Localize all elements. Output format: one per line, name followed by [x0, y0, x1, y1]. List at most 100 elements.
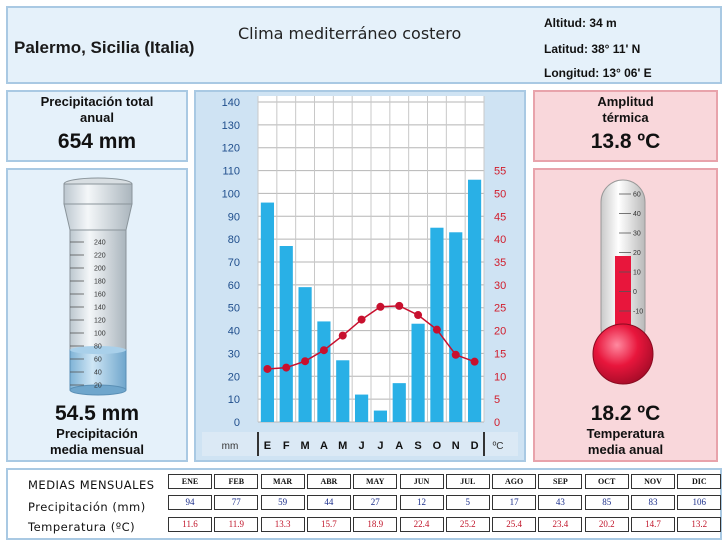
- amplitude-label-2: térmica: [602, 110, 649, 125]
- climate-type: Clima mediterráneo costero: [238, 24, 462, 43]
- temp-cell: 25.4: [492, 517, 537, 532]
- precipitation-bar: [298, 287, 312, 422]
- precip-cell: 106: [677, 495, 722, 510]
- left-tick-label: 20: [228, 371, 240, 383]
- thermometer-tick-label: 40: [633, 211, 641, 218]
- precipitation-bar: [336, 360, 350, 422]
- cylinder-tick-label: 120: [94, 318, 106, 325]
- right-tick-label: 5: [494, 394, 500, 406]
- month-label: J: [377, 440, 383, 452]
- precipitation-bar: [467, 179, 482, 422]
- precip-cell: 5: [445, 495, 490, 510]
- monthly-means-table: MEDIAS MENSUALES Precipitación (mm) Temp…: [6, 468, 722, 540]
- temp-cell: 20.2: [584, 517, 629, 532]
- temperature-point: [357, 315, 366, 324]
- precipitation-bar: [354, 394, 369, 422]
- cylinder-tick-label: 180: [94, 279, 106, 286]
- cylinder-tick-label: 40: [94, 370, 102, 377]
- month-label: E: [264, 440, 271, 452]
- total-precipitation-panel: Precipitación total anual 654 mm: [6, 90, 188, 162]
- month-header-cell: AGO: [492, 474, 537, 489]
- month-header-cell: MAR: [260, 474, 305, 489]
- left-tick-label: 110: [222, 166, 240, 178]
- cylinder-tick-label: 80: [94, 344, 102, 351]
- right-tick-label: 40: [494, 234, 506, 246]
- temperature-point: [470, 357, 479, 366]
- annual-temp-value: 18.2 ºC: [590, 402, 661, 425]
- table-title: MEDIAS MENSUALES: [28, 478, 155, 492]
- precip-cell: 44: [306, 495, 351, 510]
- thermometer-tick-label: 10: [633, 270, 641, 277]
- precipitation-bar: [373, 410, 388, 422]
- month-header-cell: JUL: [445, 474, 490, 489]
- temp-cell: 14.7: [631, 517, 675, 532]
- left-tick-label: 130: [222, 120, 240, 132]
- month-header-cell: JUN: [399, 474, 444, 489]
- cylinder-tick-label: 220: [94, 253, 106, 260]
- amplitude-panel: Amplitud térmica 13.8 ºC: [533, 90, 718, 162]
- header-panel: Palermo, Sicilia (Italia) Clima mediterr…: [6, 6, 722, 84]
- table-precip-label: Precipitación (mm): [28, 500, 146, 514]
- right-tick-label: 50: [494, 188, 506, 200]
- precip-cell: 83: [631, 495, 675, 510]
- table-temp-label: Temperatura (ºC): [28, 520, 136, 534]
- temperature-point: [263, 364, 272, 373]
- temperature-point: [451, 350, 460, 359]
- temp-cell: 15.7: [306, 517, 351, 532]
- temperature-point: [338, 331, 347, 340]
- left-tick-label: 90: [228, 211, 240, 223]
- climograph-panel: 0 10 20 30 40 50 60 70 80 90 100 110 120 130 140 0 5 10 15…: [194, 90, 526, 462]
- left-tick-label: 30: [228, 348, 240, 360]
- thermometer-icon: 60 40 30 20 10 0 -10: [592, 179, 654, 385]
- month-header-cell: SEP: [538, 474, 583, 489]
- month-label: M: [338, 440, 347, 452]
- amplitude-value: 13.8 ºC: [590, 130, 661, 153]
- cylinder-tick-label: 100: [94, 331, 106, 338]
- temp-cell: 25.2: [445, 517, 490, 532]
- month-label: A: [320, 440, 328, 452]
- month-header-cell: ABR: [306, 474, 351, 489]
- total-precip-label-1: Precipitación total: [40, 94, 154, 109]
- month-label: F: [283, 440, 290, 452]
- monthly-precip-label-2: media mensual: [50, 442, 144, 457]
- thermometer-tick-label: 30: [633, 231, 641, 238]
- precipitation-bar: [279, 246, 293, 422]
- left-tick-label: 60: [228, 280, 240, 292]
- cylinder-tick-label: 60: [94, 357, 102, 364]
- left-tick-label: 70: [228, 257, 240, 269]
- temperature-point: [319, 346, 328, 355]
- precipitation-bar: [411, 323, 425, 422]
- left-tick-label: 140: [222, 97, 240, 109]
- temperature-point: [414, 311, 423, 320]
- precipitation-bar: [430, 227, 444, 422]
- right-tick-label: 55: [494, 166, 506, 178]
- monthly-precip-value: 54.5 mm: [54, 402, 140, 425]
- temperature-point: [432, 325, 441, 334]
- precipitation-bar: [260, 202, 275, 422]
- total-precip-value: 654 mm: [57, 130, 137, 153]
- right-tick-label: 15: [494, 348, 506, 360]
- thermometer-tick-label: -10: [633, 309, 643, 316]
- thermometer-tick-label: 20: [633, 250, 641, 257]
- right-tick-label: 20: [494, 326, 506, 338]
- latitude-text: Latitud: 38° 11' N: [544, 42, 641, 56]
- temp-cell: 23.4: [538, 517, 583, 532]
- monthly-precip-label-1: Precipitación: [56, 426, 138, 441]
- left-tick-label: 120: [222, 143, 240, 155]
- temperature-point: [301, 357, 310, 366]
- left-axis-label: mm: [222, 441, 239, 452]
- climograph-chart: 0 10 20 30 40 50 60 70 80 90 100 110 120 130 140 0 5 10 15…: [202, 96, 518, 456]
- annual-temp-label-2: media anual: [587, 442, 664, 457]
- altitude-text: Altitud: 34 m: [544, 16, 617, 30]
- month-label: S: [414, 440, 421, 452]
- month-header-cell: MAY: [353, 474, 398, 489]
- right-tick-label: 35: [494, 257, 506, 269]
- right-tick-label: 25: [494, 303, 506, 315]
- cylinder-tick-label: 240: [94, 240, 106, 247]
- total-precip-label-2: anual: [80, 110, 114, 125]
- measuring-cylinder-icon: 240 220 200 180 160 140 120 100 80 60 40 20: [63, 177, 133, 396]
- right-tick-label: 45: [494, 211, 506, 223]
- temperature-point: [395, 301, 404, 310]
- annual-temperature-panel: 60 40 30 20 10 0 -10 18.2 ºC Temperatura media…: [533, 168, 718, 462]
- right-tick-label: 10: [494, 371, 506, 383]
